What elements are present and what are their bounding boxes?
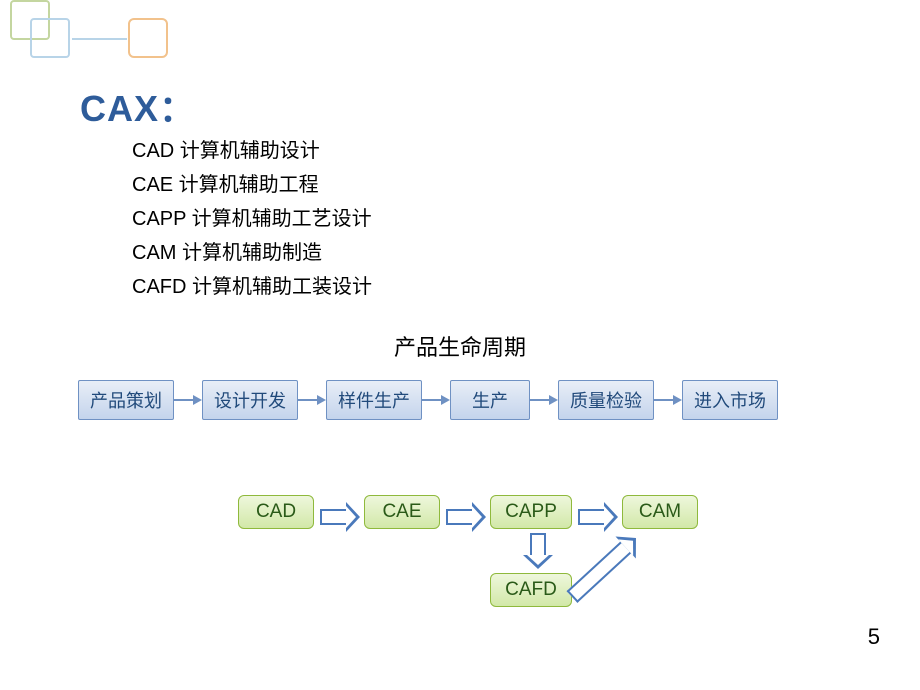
deco-square-blue xyxy=(30,18,70,58)
lifecycle-box: 样件生产 xyxy=(326,380,422,420)
lifecycle-flow: 产品策划设计开发样件生产生产质量检验进入市场 xyxy=(78,380,778,420)
cax-arrow-diag xyxy=(562,527,646,608)
cax-flow: CAD CAE CAPP CAM CAFD xyxy=(0,495,920,655)
lifecycle-box: 产品策划 xyxy=(78,380,174,420)
lifecycle-arrow xyxy=(298,395,326,405)
deco-connector xyxy=(72,38,127,40)
lifecycle-arrow xyxy=(422,395,450,405)
deco-square-orange xyxy=(128,18,168,58)
definition-item: CAM 计算机辅助制造 xyxy=(132,237,372,269)
cax-arrow-right xyxy=(446,502,486,532)
definition-list: CAD 计算机辅助设计 CAE 计算机辅助工程 CAPP 计算机辅助工艺设计 C… xyxy=(132,135,372,305)
cax-node-cafd: CAFD xyxy=(490,573,572,607)
page-title: CAX： xyxy=(80,80,196,132)
lifecycle-box: 质量检验 xyxy=(558,380,654,420)
lifecycle-arrow xyxy=(654,395,682,405)
lifecycle-box: 进入市场 xyxy=(682,380,778,420)
cax-node-cad: CAD xyxy=(238,495,314,529)
cax-node-cam: CAM xyxy=(622,495,698,529)
cax-node-capp: CAPP xyxy=(490,495,572,529)
cax-arrow-right xyxy=(578,502,618,532)
cax-node-cae: CAE xyxy=(364,495,440,529)
cax-arrow-down xyxy=(523,533,553,569)
page-number: 5 xyxy=(868,624,880,650)
definition-item: CAPP 计算机辅助工艺设计 xyxy=(132,203,372,235)
lifecycle-arrow xyxy=(174,395,202,405)
definition-item: CAFD 计算机辅助工装设计 xyxy=(132,271,372,303)
definition-item: CAE 计算机辅助工程 xyxy=(132,169,372,201)
lifecycle-title: 产品生命周期 xyxy=(0,330,920,362)
definition-item: CAD 计算机辅助设计 xyxy=(132,135,372,167)
lifecycle-box: 生产 xyxy=(450,380,530,420)
lifecycle-arrow xyxy=(530,395,558,405)
lifecycle-box: 设计开发 xyxy=(202,380,298,420)
cax-arrow-right xyxy=(320,502,360,532)
